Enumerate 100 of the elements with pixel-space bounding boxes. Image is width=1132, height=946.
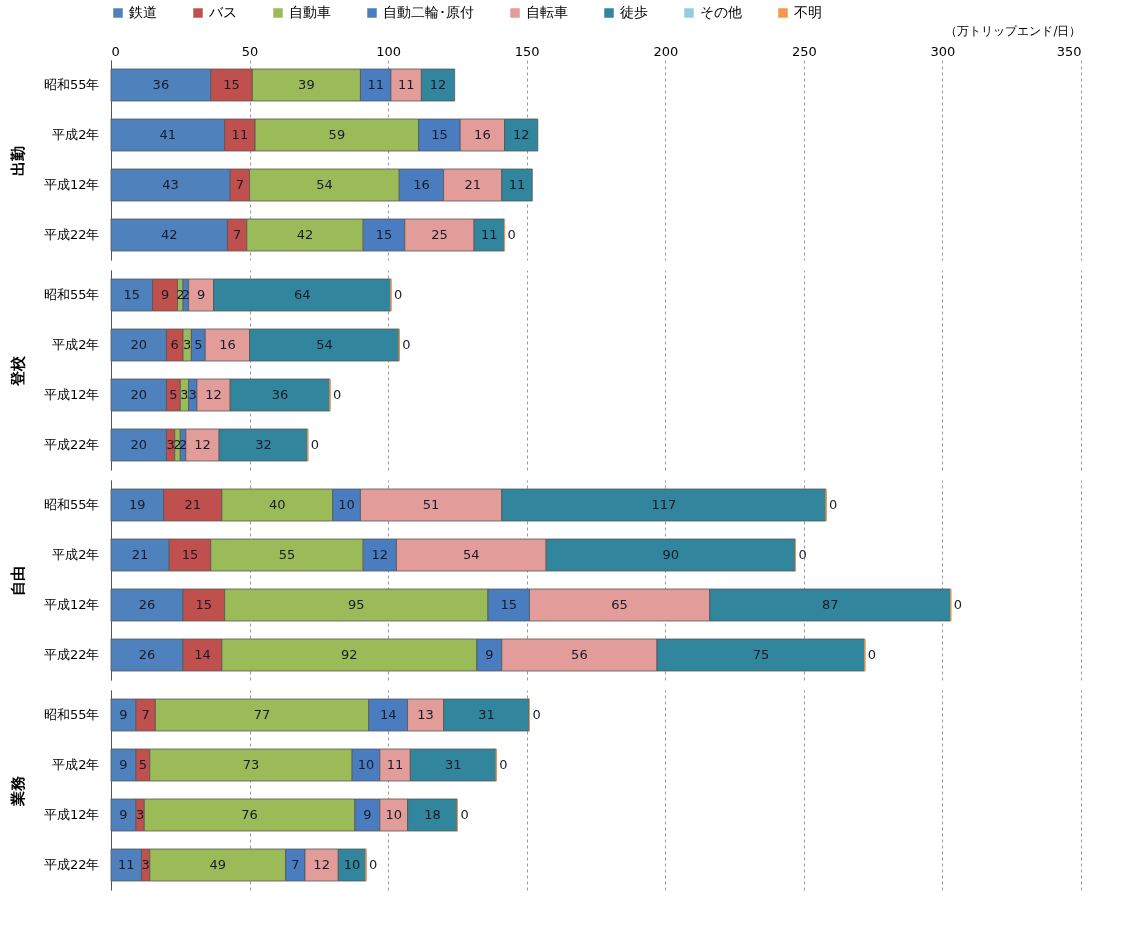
- x-tick-label: 250: [791, 43, 817, 59]
- data-label: 42: [296, 227, 314, 242]
- legend-label: 自動車: [289, 4, 331, 20]
- data-label: 10: [338, 497, 355, 512]
- y-tick-label: 昭和55年: [43, 707, 100, 722]
- y-tick-label: 平成2年: [52, 757, 100, 772]
- data-label: 21: [184, 497, 202, 512]
- data-label: 36: [271, 387, 289, 402]
- y-tick-label: 平成12年: [43, 597, 100, 612]
- data-label: 15: [123, 287, 141, 302]
- data-label: 9: [119, 757, 128, 772]
- data-label: 64: [293, 287, 311, 302]
- data-label: 9: [196, 287, 206, 302]
- data-label: 49: [209, 857, 226, 872]
- data-label: 20: [130, 437, 147, 452]
- y-tick-label: 平成22年: [43, 227, 100, 242]
- y-tick-label: 平成2年: [52, 337, 100, 352]
- data-label: 21: [464, 177, 481, 192]
- data-label: 0: [368, 857, 378, 872]
- data-label: 11: [386, 757, 404, 772]
- data-label: 25: [431, 227, 448, 242]
- data-label: 9: [363, 807, 372, 822]
- y-tick-label: 平成22年: [43, 437, 100, 452]
- legend-label: 鉄道: [129, 4, 157, 20]
- legend-label: バス: [208, 4, 237, 20]
- data-label: 16: [413, 177, 430, 192]
- data-label: 19: [129, 497, 146, 512]
- data-label: 20: [130, 337, 147, 352]
- data-label: 14: [194, 647, 211, 662]
- data-label: 7: [141, 707, 150, 722]
- data-label: 11: [508, 177, 526, 192]
- x-tick-label: 350: [1056, 43, 1082, 59]
- y-tick-label: 平成2年: [52, 547, 100, 562]
- data-label: 73: [242, 757, 260, 772]
- x-tick-label: 0: [111, 43, 120, 59]
- data-label: 11: [481, 227, 498, 242]
- data-label: 5: [194, 337, 203, 352]
- y-tick-label: 平成22年: [43, 857, 100, 872]
- y-tick-label: 平成22年: [43, 647, 100, 662]
- data-label: 12: [194, 437, 211, 452]
- y-tick-label: 平成12年: [43, 807, 100, 822]
- y-tick-label: 昭和55年: [43, 77, 100, 92]
- data-label: 7: [291, 857, 300, 872]
- data-label: 26: [138, 597, 156, 612]
- data-label: 87: [821, 597, 839, 612]
- data-label: 77: [253, 707, 271, 722]
- data-label: 51: [422, 497, 440, 512]
- data-label: 0: [499, 757, 508, 772]
- legend-label: 自動二輪･原付: [383, 4, 474, 20]
- data-label: 12: [512, 127, 530, 142]
- data-label: 15: [431, 127, 448, 142]
- data-label: 76: [241, 807, 258, 822]
- data-label: 90: [662, 547, 680, 562]
- data-label: 11: [117, 857, 135, 872]
- data-label: 0: [953, 597, 963, 612]
- data-label: 11: [231, 127, 249, 142]
- data-label: 26: [138, 647, 156, 662]
- data-label: 18: [424, 807, 441, 822]
- data-label: 32: [255, 437, 272, 452]
- data-label: 36: [152, 77, 170, 92]
- y-axis-title: 出勤: [8, 145, 27, 176]
- data-label: 12: [313, 857, 330, 872]
- data-label: 0: [402, 337, 411, 352]
- y-axis-title: 登校: [8, 354, 27, 387]
- y-axis-title: 自由: [8, 565, 27, 596]
- data-label: 21: [131, 547, 149, 562]
- data-label: 10: [385, 807, 402, 822]
- data-label: 7: [235, 177, 245, 192]
- data-label: 40: [269, 497, 286, 512]
- data-label: 42: [160, 227, 178, 242]
- data-label: 11: [397, 77, 415, 92]
- data-label: 10: [357, 757, 375, 772]
- data-label: 3: [135, 807, 145, 822]
- data-label: 15: [181, 547, 199, 562]
- data-label: 5: [169, 387, 178, 402]
- data-label: 9: [485, 647, 494, 662]
- data-label: 95: [348, 597, 365, 612]
- data-label: 31: [445, 757, 462, 772]
- data-label: 54: [316, 177, 333, 192]
- x-tick-label: 300: [930, 43, 956, 59]
- data-label: 3: [188, 387, 197, 402]
- data-label: 12: [371, 547, 389, 562]
- data-label: 0: [332, 387, 342, 402]
- data-label: 9: [119, 707, 128, 722]
- data-label: 15: [195, 597, 213, 612]
- data-label: 0: [460, 807, 469, 822]
- data-label: 9: [119, 807, 128, 822]
- data-label: 0: [310, 437, 320, 452]
- data-label: 117: [651, 497, 677, 512]
- x-tick-label: 200: [653, 43, 679, 59]
- y-tick-label: 平成12年: [43, 177, 100, 192]
- legend-label: 自転車: [526, 4, 568, 20]
- data-label: 15: [500, 597, 517, 612]
- data-label: 54: [463, 547, 480, 562]
- data-label: 7: [232, 227, 242, 242]
- x-tick-label: 50: [241, 43, 259, 59]
- data-label: 3: [183, 337, 192, 352]
- y-tick-label: 昭和55年: [43, 287, 100, 302]
- data-label: 13: [417, 707, 434, 722]
- data-label: 39: [298, 77, 315, 92]
